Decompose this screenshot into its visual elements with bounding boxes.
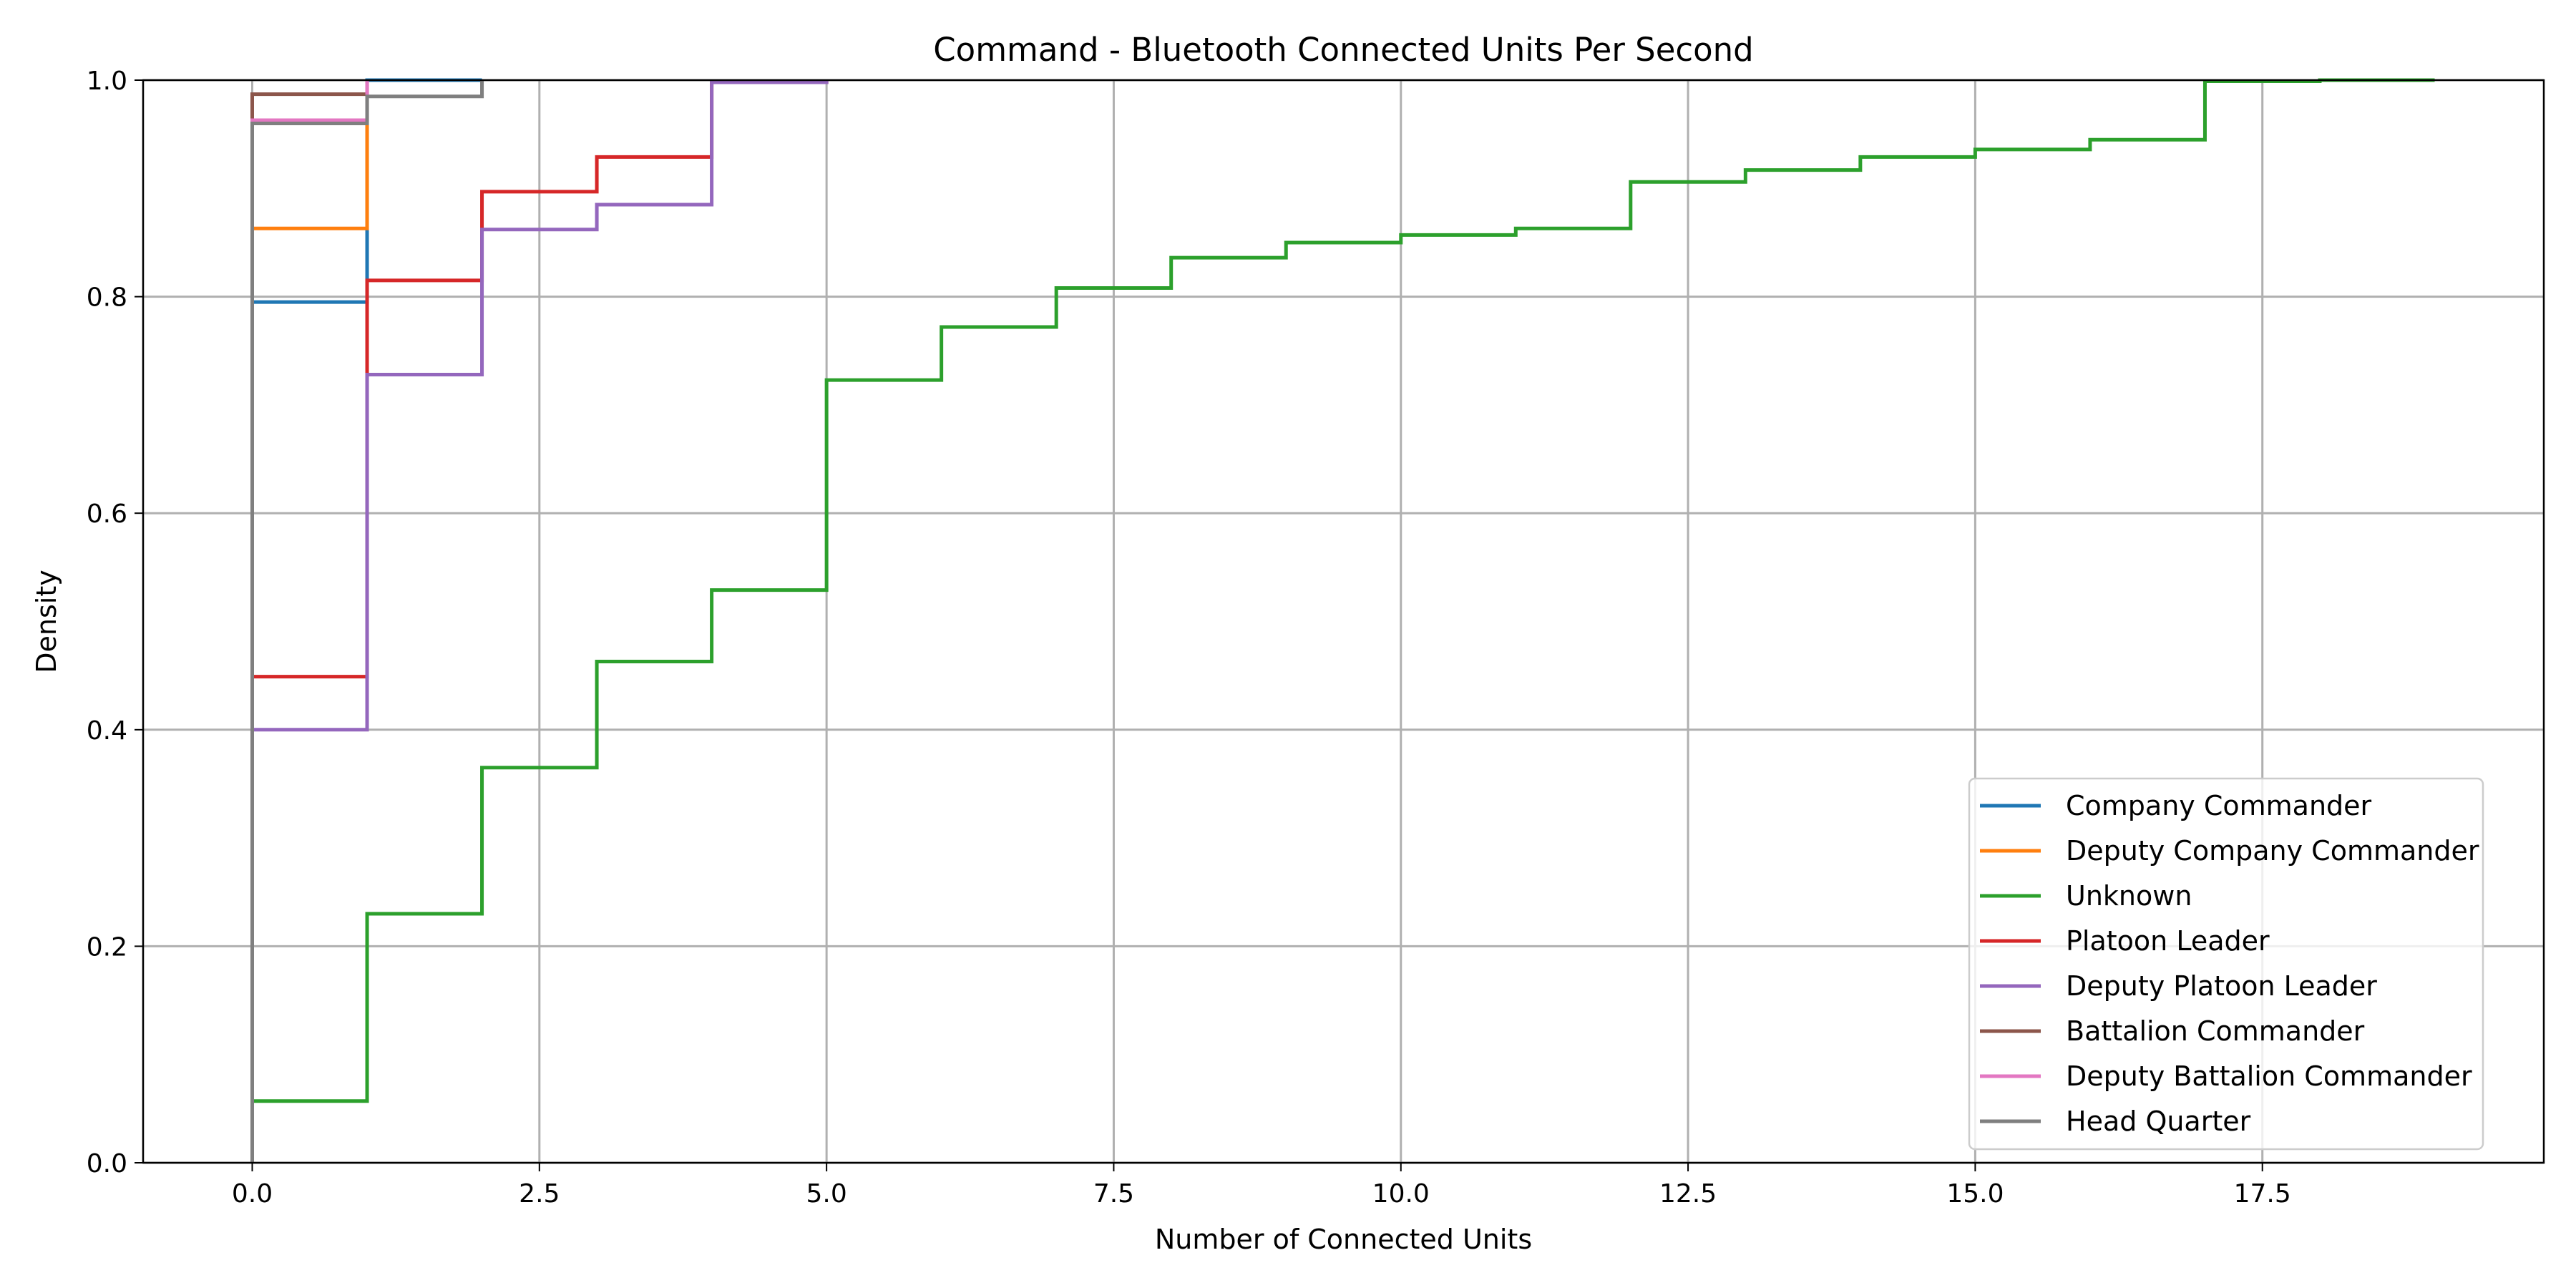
y-tick-label: 0.2 xyxy=(87,932,127,962)
series-line-head-quarter xyxy=(250,80,484,1163)
legend-label: Head Quarter xyxy=(2066,1106,2251,1137)
series-layer xyxy=(250,78,2435,1163)
legend: Company Commander Deputy Company Commande… xyxy=(1968,777,2484,1151)
legend-label: Platoon Leader xyxy=(2066,925,2270,957)
legend-label: Deputy Battalion Commander xyxy=(2066,1060,2472,1092)
y-tick-label: 0.8 xyxy=(87,283,127,313)
chart-title: Command - Bluetooth Connected Units Per … xyxy=(933,31,1754,69)
x-axis-label: Number of Connected Units xyxy=(1155,1224,1532,1255)
legend-label: Deputy Platoon Leader xyxy=(2066,970,2377,1002)
y-tick-label: 1.0 xyxy=(87,67,127,96)
legend-label: Deputy Company Commander xyxy=(2066,835,2479,867)
series-line-deputy-platoon-leader xyxy=(250,80,829,1163)
y-tick-label: 0.0 xyxy=(87,1149,127,1179)
series-line-unknown xyxy=(250,78,2435,1163)
x-tick-label: 2.5 xyxy=(519,1179,560,1209)
x-tick-label: 5.0 xyxy=(806,1179,847,1209)
y-tick-label: 0.6 xyxy=(87,499,127,529)
plot-frame xyxy=(142,79,2545,1164)
x-tick-label: 15.0 xyxy=(1946,1179,2004,1209)
legend-box xyxy=(1968,777,2484,1151)
y-axis-label: Density xyxy=(31,570,62,673)
legend-label: Battalion Commander xyxy=(2066,1015,2365,1047)
x-tick-label: 17.5 xyxy=(2234,1179,2291,1209)
legend-label: Unknown xyxy=(2066,880,2192,912)
x-tick-label: 7.5 xyxy=(1093,1179,1134,1209)
ticks: 0.0 2.5 5.0 7.5 10.0 12.5 15.0 17.5 0.0 0.2 0.4 0.6… xyxy=(87,67,2291,1209)
x-tick-label: 0.0 xyxy=(232,1179,273,1209)
x-tick-label: 10.0 xyxy=(1372,1179,1430,1209)
legend-label: Company Commander xyxy=(2066,790,2372,821)
x-tick-label: 12.5 xyxy=(1659,1179,1717,1209)
y-tick-label: 0.4 xyxy=(87,716,127,746)
